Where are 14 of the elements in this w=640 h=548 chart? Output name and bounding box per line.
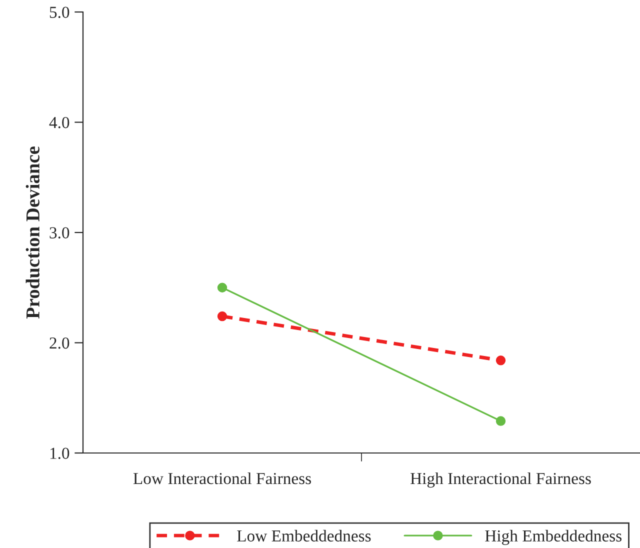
y-tick-label: 5.0 — [50, 6, 70, 18]
x-tick-label: Low Interactional Fairness — [133, 472, 311, 484]
y-axis-title: Production Deviance — [26, 146, 40, 319]
x-tick-label: High Interactional Fairness — [410, 472, 591, 488]
point — [496, 356, 506, 366]
y-tick-label: 4.0 — [49, 116, 70, 128]
point — [217, 311, 228, 322]
legend-label: High Embeddedness — [485, 530, 622, 546]
y-tick-label: 1.0 — [50, 448, 70, 460]
point — [217, 282, 228, 292]
y-tick-label: 2.0 — [50, 337, 70, 349]
point — [496, 416, 506, 426]
y-tick-label: 3.0 — [50, 227, 70, 239]
legend-label: Low Embeddedness — [237, 530, 371, 542]
